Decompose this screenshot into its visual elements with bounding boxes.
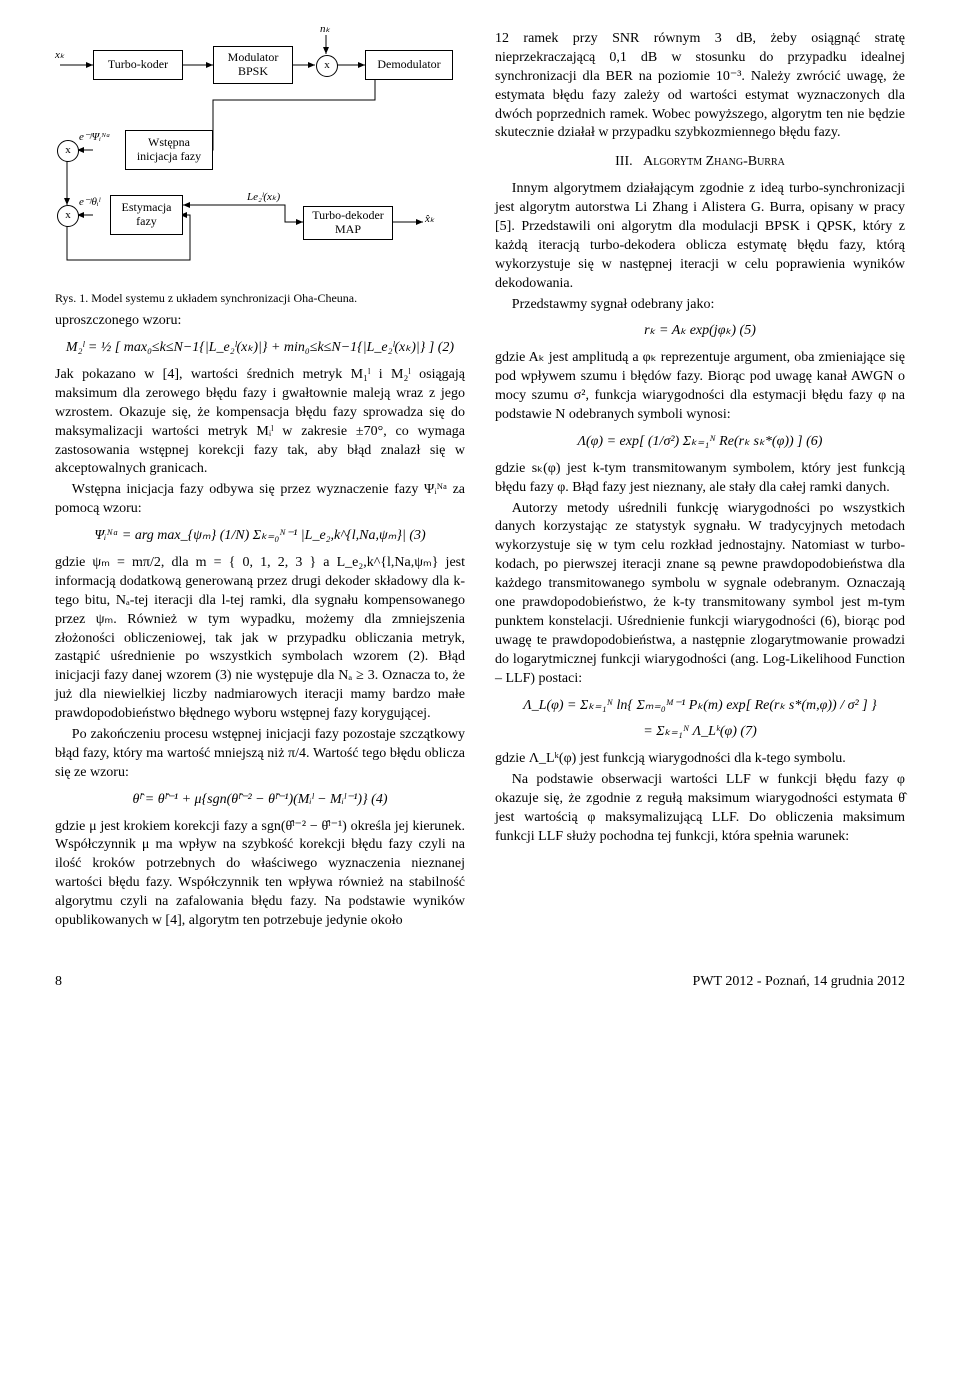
page-footer: 8 PWT 2012 - Poznań, 14 grudnia 2012 [55,973,905,992]
left-p4: gdzie ψₘ = mπ/2, dla m = { 0, 1, 2, 3 } … [55,554,465,724]
label-ejtheta: e⁻ʲθᵢˡ [79,195,100,210]
right-p5: Autorzy metody uśrednili funkcję wiarygo… [495,500,905,689]
section-3-title: III. Algorytm Zhang-Burra [495,153,905,172]
left-p1: uproszczonego wzoru: [55,312,465,331]
equation-7a: Λ_L(φ) = Σₖ₌₁ᴺ ln{ Σₘ₌₀ᴹ⁻¹ Pₖ(m) exp[ Re… [495,697,905,716]
footer-venue: PWT 2012 - Poznań, 14 grudnia 2012 [693,973,905,992]
box-estymacja: Estymacja fazy [110,195,183,235]
eq2-body: M₂ˡ = ½ [ max₀≤k≤N−1{|L_e₂ˡ(xₖ)|} + min₀… [66,340,454,355]
section-3-num: III. [615,154,643,169]
left-p5: Po zakończeniu procesu wstępnej inicjacj… [55,726,465,783]
section-3-text: Algorytm Zhang-Burra [643,154,785,169]
right-p4: gdzie sₖ(φ) jest k-tym transmitowanym sy… [495,460,905,498]
label-xhat: x̂ₖ [425,212,435,227]
eq7a-body: Λ_L(φ) = Σₖ₌₁ᴺ ln{ Σₘ₌₀ᴹ⁻¹ Pₖ(m) exp[ Re… [523,698,877,713]
equation-2: M₂ˡ = ½ [ max₀≤k≤N−1{|L_e₂ˡ(xₖ)|} + min₀… [55,339,465,358]
two-column-layout: xₖ Turbo-koder Modulator BPSK x nₖ Demod… [55,30,905,933]
figure-caption: Rys. 1. Model systemu z układem synchron… [55,290,465,306]
page-number: 8 [55,973,62,992]
left-p2: Jak pokazano w [4], wartości średnich me… [55,366,465,479]
right-p3: gdzie Aₖ jest amplitudą a φₖ reprezentuj… [495,349,905,425]
eq7b-body: = Σₖ₌₁ᴺ Λ_Lᵏ(φ) (7) [643,724,756,739]
eq6-body: Λ(φ) = exp[ (1/σ²) Σₖ₌₁ᴺ Re(rₖ sₖ*(φ)) ]… [578,434,823,449]
label-xk: xₖ [55,48,65,63]
box-wstepna: Wstępna inicjacja fazy [125,130,213,170]
eq5-body: rₖ = Aₖ exp(jφₖ) (5) [644,323,756,338]
equation-7b: = Σₖ₌₁ᴺ Λ_Lᵏ(φ) (7) [495,723,905,742]
box-turbo-dek: Turbo-dekoder MAP [303,206,393,240]
box-demodulator: Demodulator [365,50,453,80]
left-p6: gdzie μ jest krokiem korekcji fazy a sgn… [55,818,465,931]
right-column: 12 ramek przy SNR równym 3 dB, żeby osią… [495,30,905,933]
box-turbo-koder: Turbo-koder [93,50,183,80]
box-modulator: Modulator BPSK [213,46,293,84]
eq4-body: θ̂ˡ = θ̂ˡ⁻¹ + μ{sgn(θ̂ˡ⁻² − θ̂ˡ⁻¹)(Mᵢˡ −… [133,792,388,807]
right-p0: 12 ramek przy SNR równym 3 dB, żeby osią… [495,30,905,143]
equation-3: Ψᵢᴺᵃ = arg max_{ψₘ} (1/N) Σₖ₌₀ᴺ⁻¹ |L_e₂,… [55,527,465,546]
mult-est: x [57,205,79,227]
page: xₖ Turbo-koder Modulator BPSK x nₖ Demod… [0,0,960,1012]
equation-6: Λ(φ) = exp[ (1/σ²) Σₖ₌₁ᴺ Re(rₖ sₖ*(φ)) ]… [495,433,905,452]
right-p1: Innym algorytmem działającym zgodnie z i… [495,180,905,293]
right-p7: Na podstawie obserwacji wartości LLF w f… [495,771,905,847]
right-p2: Przedstawmy sygnał odebrany jako: [495,296,905,315]
block-diagram: xₖ Turbo-koder Modulator BPSK x nₖ Demod… [55,30,455,280]
right-p6: gdzie Λ_Lᵏ(φ) jest funkcją wiarygodności… [495,750,905,769]
label-ejpsi: e⁻ʲΨᵢᴺᵃ [79,130,110,145]
left-p3: Wstępna inicjacja fazy odbywa się przez … [55,481,465,519]
mult-noise: x [316,55,338,77]
mult-init: x [57,140,79,162]
left-column: xₖ Turbo-koder Modulator BPSK x nₖ Demod… [55,30,465,933]
eq3-body: Ψᵢᴺᵃ = arg max_{ψₘ} (1/N) Σₖ₌₀ᴺ⁻¹ |L_e₂,… [94,528,425,543]
label-le2: Le₂ˡ(xₖ) [247,190,280,205]
label-nk: nₖ [320,22,330,37]
equation-5: rₖ = Aₖ exp(jφₖ) (5) [495,322,905,341]
equation-4: θ̂ˡ = θ̂ˡ⁻¹ + μ{sgn(θ̂ˡ⁻² − θ̂ˡ⁻¹)(Mᵢˡ −… [55,791,465,810]
